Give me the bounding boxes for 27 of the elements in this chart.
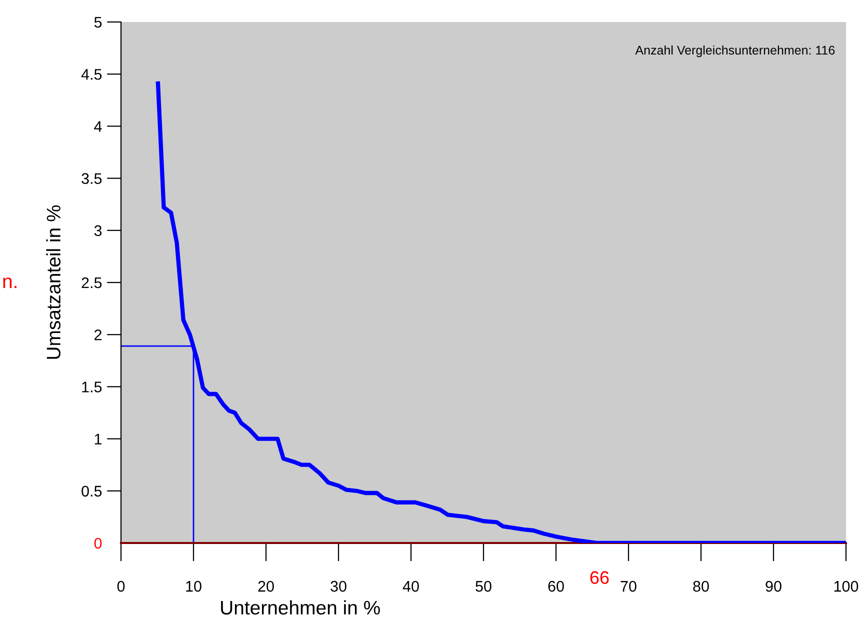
y-tick-label: 4 xyxy=(94,121,102,132)
x-tick-label: 40 xyxy=(402,580,419,592)
x-tick-label: 90 xyxy=(766,580,782,592)
x-tick-label: 0 xyxy=(117,580,125,592)
x-tick-label: 30 xyxy=(330,580,346,592)
y-tick-label: 0.5 xyxy=(82,486,102,497)
x-tick-label: 10 xyxy=(186,580,202,592)
annotation: Anzahl Vergleichsunternehmen: 116 xyxy=(635,45,835,58)
x-tick-label: 20 xyxy=(258,580,274,592)
y-tick-label: 1.5 xyxy=(82,382,102,392)
y-tick-label: 0 xyxy=(94,538,102,549)
x-axis-title: Unternehmen in % xyxy=(221,600,380,615)
y-tick-label: 3.5 xyxy=(82,173,102,184)
annotation: 66 xyxy=(590,571,609,584)
y-tick-label: 3 xyxy=(94,225,102,236)
x-tick-label: 80 xyxy=(693,580,709,592)
y-tick-label: 1 xyxy=(94,434,102,444)
y-tick-label: 5 xyxy=(94,17,102,28)
x-tick-label: 100 xyxy=(834,580,858,592)
y-tick-label: 2 xyxy=(94,329,102,340)
text: n. xyxy=(3,278,16,288)
y-tick-label: 4.5 xyxy=(81,69,102,80)
x-tick-label: 50 xyxy=(476,580,492,592)
x-tick-label: 60 xyxy=(548,580,564,592)
x-tick-label: 70 xyxy=(620,580,636,592)
y-tick-label: 2.5 xyxy=(82,277,102,288)
y-axis-title: Umsatzanteil in % xyxy=(46,205,61,359)
